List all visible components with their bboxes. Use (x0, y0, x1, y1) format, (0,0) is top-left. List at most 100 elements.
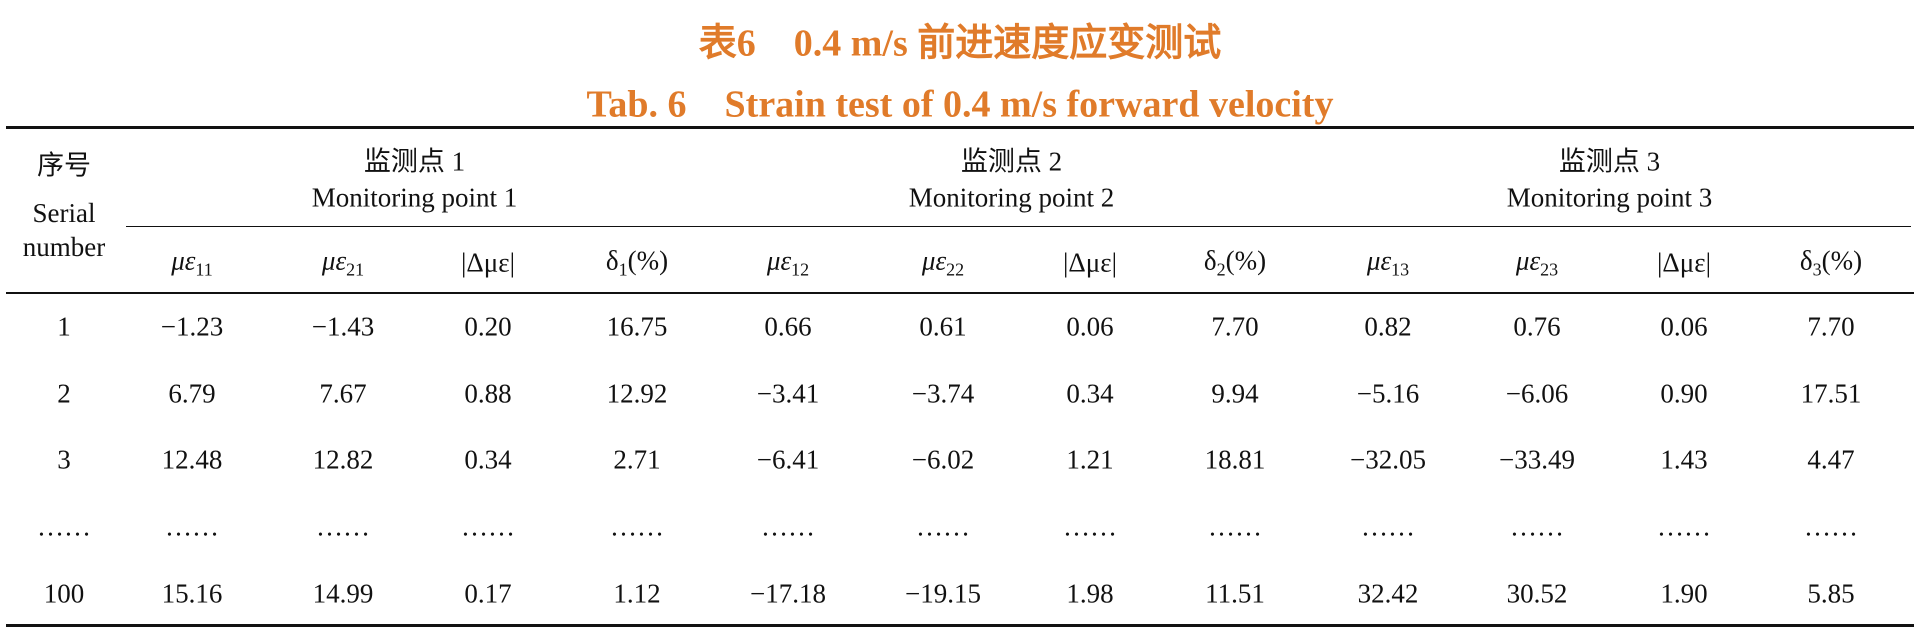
value-cell: −32.05 (1350, 444, 1426, 475)
column-subscript: 23 (1540, 259, 1559, 280)
value-cell: 0.06 (1066, 311, 1114, 342)
value-cell: 1.12 (613, 578, 661, 609)
value-cell: −6.02 (911, 444, 975, 475)
column-header: |Δμε| (1657, 248, 1711, 279)
value-cell: 2.71 (613, 444, 661, 475)
value-cell: 7.70 (1807, 311, 1855, 342)
column-header: με23 (1516, 245, 1558, 280)
value-cell: 30.52 (1506, 578, 1568, 609)
value-cell: …… (761, 511, 815, 542)
value-cell: …… (1657, 511, 1711, 542)
value-cell: …… (165, 511, 219, 542)
value-cell: 0.06 (1660, 311, 1708, 342)
value-cell: 0.20 (464, 311, 512, 342)
group-cn: 监测点 3 (1558, 146, 1661, 177)
value-cell: …… (1063, 511, 1117, 542)
column-symbol: δ (1203, 245, 1217, 276)
value-cell: 9.94 (1211, 378, 1259, 409)
value-cell: 14.99 (312, 578, 374, 609)
serial-header-cn: 序号 (37, 150, 91, 181)
column-header: δ2(%) (1204, 245, 1266, 280)
column-symbol: |Δμε| (1657, 247, 1711, 278)
value-cell: 15.16 (161, 578, 223, 609)
title-cn: 表6 0.4 m/s 前进速度应变测试 (698, 22, 1222, 65)
column-header: |Δμε| (461, 248, 515, 279)
value-cell: 0.34 (1066, 378, 1114, 409)
column-header: με22 (922, 245, 964, 280)
value-cell: 1.43 (1660, 444, 1708, 475)
value-cell: 0.76 (1513, 311, 1561, 342)
value-cell: 16.75 (606, 311, 668, 342)
value-cell: 11.51 (1205, 578, 1265, 609)
column-subscript: 12 (791, 259, 810, 280)
group-en: Monitoring point 2 (908, 182, 1115, 213)
column-subscript: 1 (618, 259, 628, 280)
value-cell: 12.82 (312, 444, 374, 475)
value-cell: 0.34 (464, 444, 512, 475)
value-cell: 7.67 (319, 378, 367, 409)
serial-cell: …… (37, 511, 91, 542)
column-unit: (%) (1821, 245, 1863, 276)
value-cell: −1.23 (160, 311, 224, 342)
group-en: Monitoring point 3 (1506, 182, 1713, 213)
column-symbol: |Δμε| (1063, 247, 1117, 278)
value-cell: 1.21 (1066, 444, 1114, 475)
value-cell: 0.90 (1660, 378, 1708, 409)
value-cell: 18.81 (1204, 444, 1266, 475)
top-rule (6, 126, 1914, 129)
serial-cell: 2 (57, 378, 71, 409)
value-cell: 12.48 (161, 444, 223, 475)
value-cell: 0.66 (764, 311, 812, 342)
group-cn: 监测点 1 (363, 146, 466, 177)
value-cell: −3.74 (911, 378, 975, 409)
serial-header-en: Serial number (22, 198, 106, 262)
value-cell: −6.06 (1505, 378, 1569, 409)
value-cell: …… (916, 511, 970, 542)
column-symbol: δ (605, 245, 619, 276)
column-subscript: 11 (195, 259, 213, 280)
value-cell: 0.17 (464, 578, 512, 609)
column-symbol: με (1515, 245, 1541, 276)
serial-cell: 3 (57, 444, 71, 475)
value-cell: 0.88 (464, 378, 512, 409)
column-unit: (%) (1225, 245, 1267, 276)
value-cell: −1.43 (311, 311, 375, 342)
value-cell: …… (461, 511, 515, 542)
value-cell: …… (1361, 511, 1415, 542)
value-cell: −3.41 (756, 378, 820, 409)
column-subscript: 3 (1812, 259, 1822, 280)
value-cell: −17.18 (750, 578, 826, 609)
column-header: με12 (767, 245, 809, 280)
value-cell: 5.85 (1807, 578, 1855, 609)
title-en: Tab. 6 Strain test of 0.4 m/s forward ve… (586, 83, 1334, 126)
column-symbol: με (1366, 245, 1392, 276)
column-subscript: 2 (1216, 259, 1226, 280)
column-symbol: με (766, 245, 792, 276)
column-subscript: 21 (346, 259, 365, 280)
value-cell: …… (316, 511, 370, 542)
serial-cell: 1 (57, 311, 71, 342)
value-cell: 6.79 (168, 378, 216, 409)
column-symbol: με (321, 245, 347, 276)
value-cell: −19.15 (905, 578, 981, 609)
column-symbol: με (171, 245, 196, 276)
column-subscript: 13 (1391, 259, 1410, 280)
group-en: Monitoring point 1 (311, 182, 518, 213)
bottom-rule (6, 624, 1914, 627)
value-cell: …… (1208, 511, 1262, 542)
column-header: με11 (171, 245, 213, 280)
value-cell: −5.16 (1356, 378, 1420, 409)
column-subscript: 22 (946, 259, 965, 280)
column-symbol: με (921, 245, 947, 276)
value-cell: 1.90 (1660, 578, 1708, 609)
serial-cell: 100 (43, 578, 85, 609)
value-cell: −33.49 (1499, 444, 1575, 475)
value-cell: 17.51 (1800, 378, 1862, 409)
column-header: με21 (322, 245, 364, 280)
column-symbol: |Δμε| (461, 247, 515, 278)
column-header: δ3(%) (1800, 245, 1862, 280)
column-header: με13 (1367, 245, 1409, 280)
value-cell: 4.47 (1807, 444, 1855, 475)
group-rule (126, 226, 1911, 227)
